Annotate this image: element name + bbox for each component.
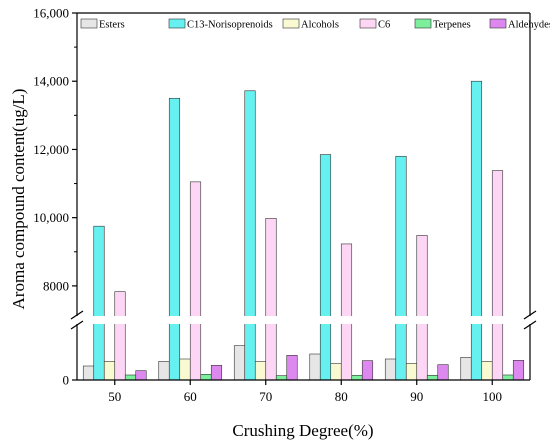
bars-layer bbox=[78, 80, 529, 381]
bar-terpenes-70 bbox=[275, 375, 288, 381]
bar-aldehydes-60 bbox=[210, 365, 223, 381]
bar-c13-norisoprenoids-90 bbox=[395, 155, 407, 381]
legend-swatch bbox=[414, 18, 432, 29]
y-tick-label: 12,000 bbox=[33, 142, 69, 157]
bar-terpenes-60 bbox=[200, 374, 212, 381]
x-axis-ticks: 50 60 70 80 90 100 bbox=[108, 380, 502, 404]
bar-c6-80 bbox=[340, 243, 353, 381]
axis-break-mark bbox=[70, 320, 84, 330]
x-axis-title: Crushing Degree(%) bbox=[232, 421, 373, 440]
legend-label: Alcohols bbox=[301, 20, 339, 31]
legend-swatch bbox=[168, 18, 186, 29]
legend-swatch bbox=[359, 18, 377, 29]
legend-swatch bbox=[489, 18, 507, 29]
legend-label: C13-Norisoprenoids bbox=[187, 20, 273, 31]
y-tick-label: 10,000 bbox=[33, 210, 69, 225]
legend-label: Aldehydes bbox=[508, 20, 550, 31]
axis-break-mark bbox=[523, 310, 537, 320]
bar-esters-80 bbox=[309, 353, 321, 381]
y-tick-label: 14,000 bbox=[33, 74, 69, 89]
bar-esters-90 bbox=[384, 358, 397, 381]
x-tick-label: 70 bbox=[259, 389, 272, 404]
bar-esters-50 bbox=[82, 365, 95, 381]
bar-aldehydes-70 bbox=[286, 355, 298, 381]
plot-frame bbox=[70, 12, 537, 381]
legend-swatch bbox=[80, 18, 98, 29]
y-tick-label: 0 bbox=[63, 373, 70, 388]
bar-terpenes-80 bbox=[351, 375, 363, 381]
bar-c13-norisoprenoids-60 bbox=[168, 97, 181, 381]
bar-c6-100 bbox=[491, 170, 504, 381]
legend: Esters C13-Norisoprenoids Alcohols C6 Terpen… bbox=[80, 18, 550, 31]
bar-c13-norisoprenoids-100 bbox=[470, 80, 483, 381]
bar-aldehydes-100 bbox=[512, 360, 525, 381]
legend-label: Esters bbox=[99, 20, 125, 31]
bar-terpenes-90 bbox=[426, 375, 439, 381]
bar-alcohols-60 bbox=[179, 358, 191, 381]
y-tick-label: 16,000 bbox=[33, 6, 69, 21]
bar-c6-60 bbox=[189, 181, 202, 381]
axis-break-mark bbox=[523, 320, 537, 330]
bar-alcohols-100 bbox=[481, 361, 493, 381]
y-axis-ticks: 8000 10,000 12,000 14,000 16,000 0 bbox=[33, 6, 77, 388]
bar-esters-70 bbox=[233, 345, 246, 381]
bar-terpenes-100 bbox=[502, 374, 514, 381]
bar-terpenes-50 bbox=[124, 374, 137, 381]
axis-break-gap bbox=[78, 316, 529, 324]
bar-alcohols-70 bbox=[254, 361, 267, 381]
bar-c6-50 bbox=[114, 291, 126, 381]
axis-break-mark bbox=[70, 310, 84, 320]
bar-esters-60 bbox=[158, 361, 170, 381]
bar-c13-norisoprenoids-50 bbox=[93, 225, 105, 381]
bar-aldehydes-90 bbox=[437, 364, 449, 381]
legend-label: C6 bbox=[378, 20, 390, 31]
bar-c6-90 bbox=[416, 235, 428, 381]
bar-aldehydes-80 bbox=[361, 360, 374, 381]
legend-label: Terpenes bbox=[433, 20, 471, 31]
x-tick-label: 60 bbox=[184, 389, 197, 404]
x-tick-label: 50 bbox=[108, 389, 121, 404]
bar-alcohols-80 bbox=[330, 363, 342, 381]
bar-c6-70 bbox=[265, 218, 277, 381]
bar-esters-100 bbox=[460, 357, 472, 381]
x-tick-label: 100 bbox=[483, 389, 503, 404]
bar-c13-norisoprenoids-70 bbox=[244, 90, 256, 381]
bar-aldehydes-50 bbox=[135, 370, 147, 381]
bar-c13-norisoprenoids-80 bbox=[319, 154, 332, 381]
legend-swatch bbox=[282, 18, 300, 29]
bar-alcohols-90 bbox=[405, 363, 418, 381]
x-tick-label: 90 bbox=[410, 389, 423, 404]
x-tick-label: 80 bbox=[335, 389, 348, 404]
bar-alcohols-50 bbox=[103, 361, 116, 381]
y-tick-label: 8000 bbox=[43, 278, 69, 293]
y-axis-title: Aroma compound content(ug/L) bbox=[9, 89, 28, 310]
